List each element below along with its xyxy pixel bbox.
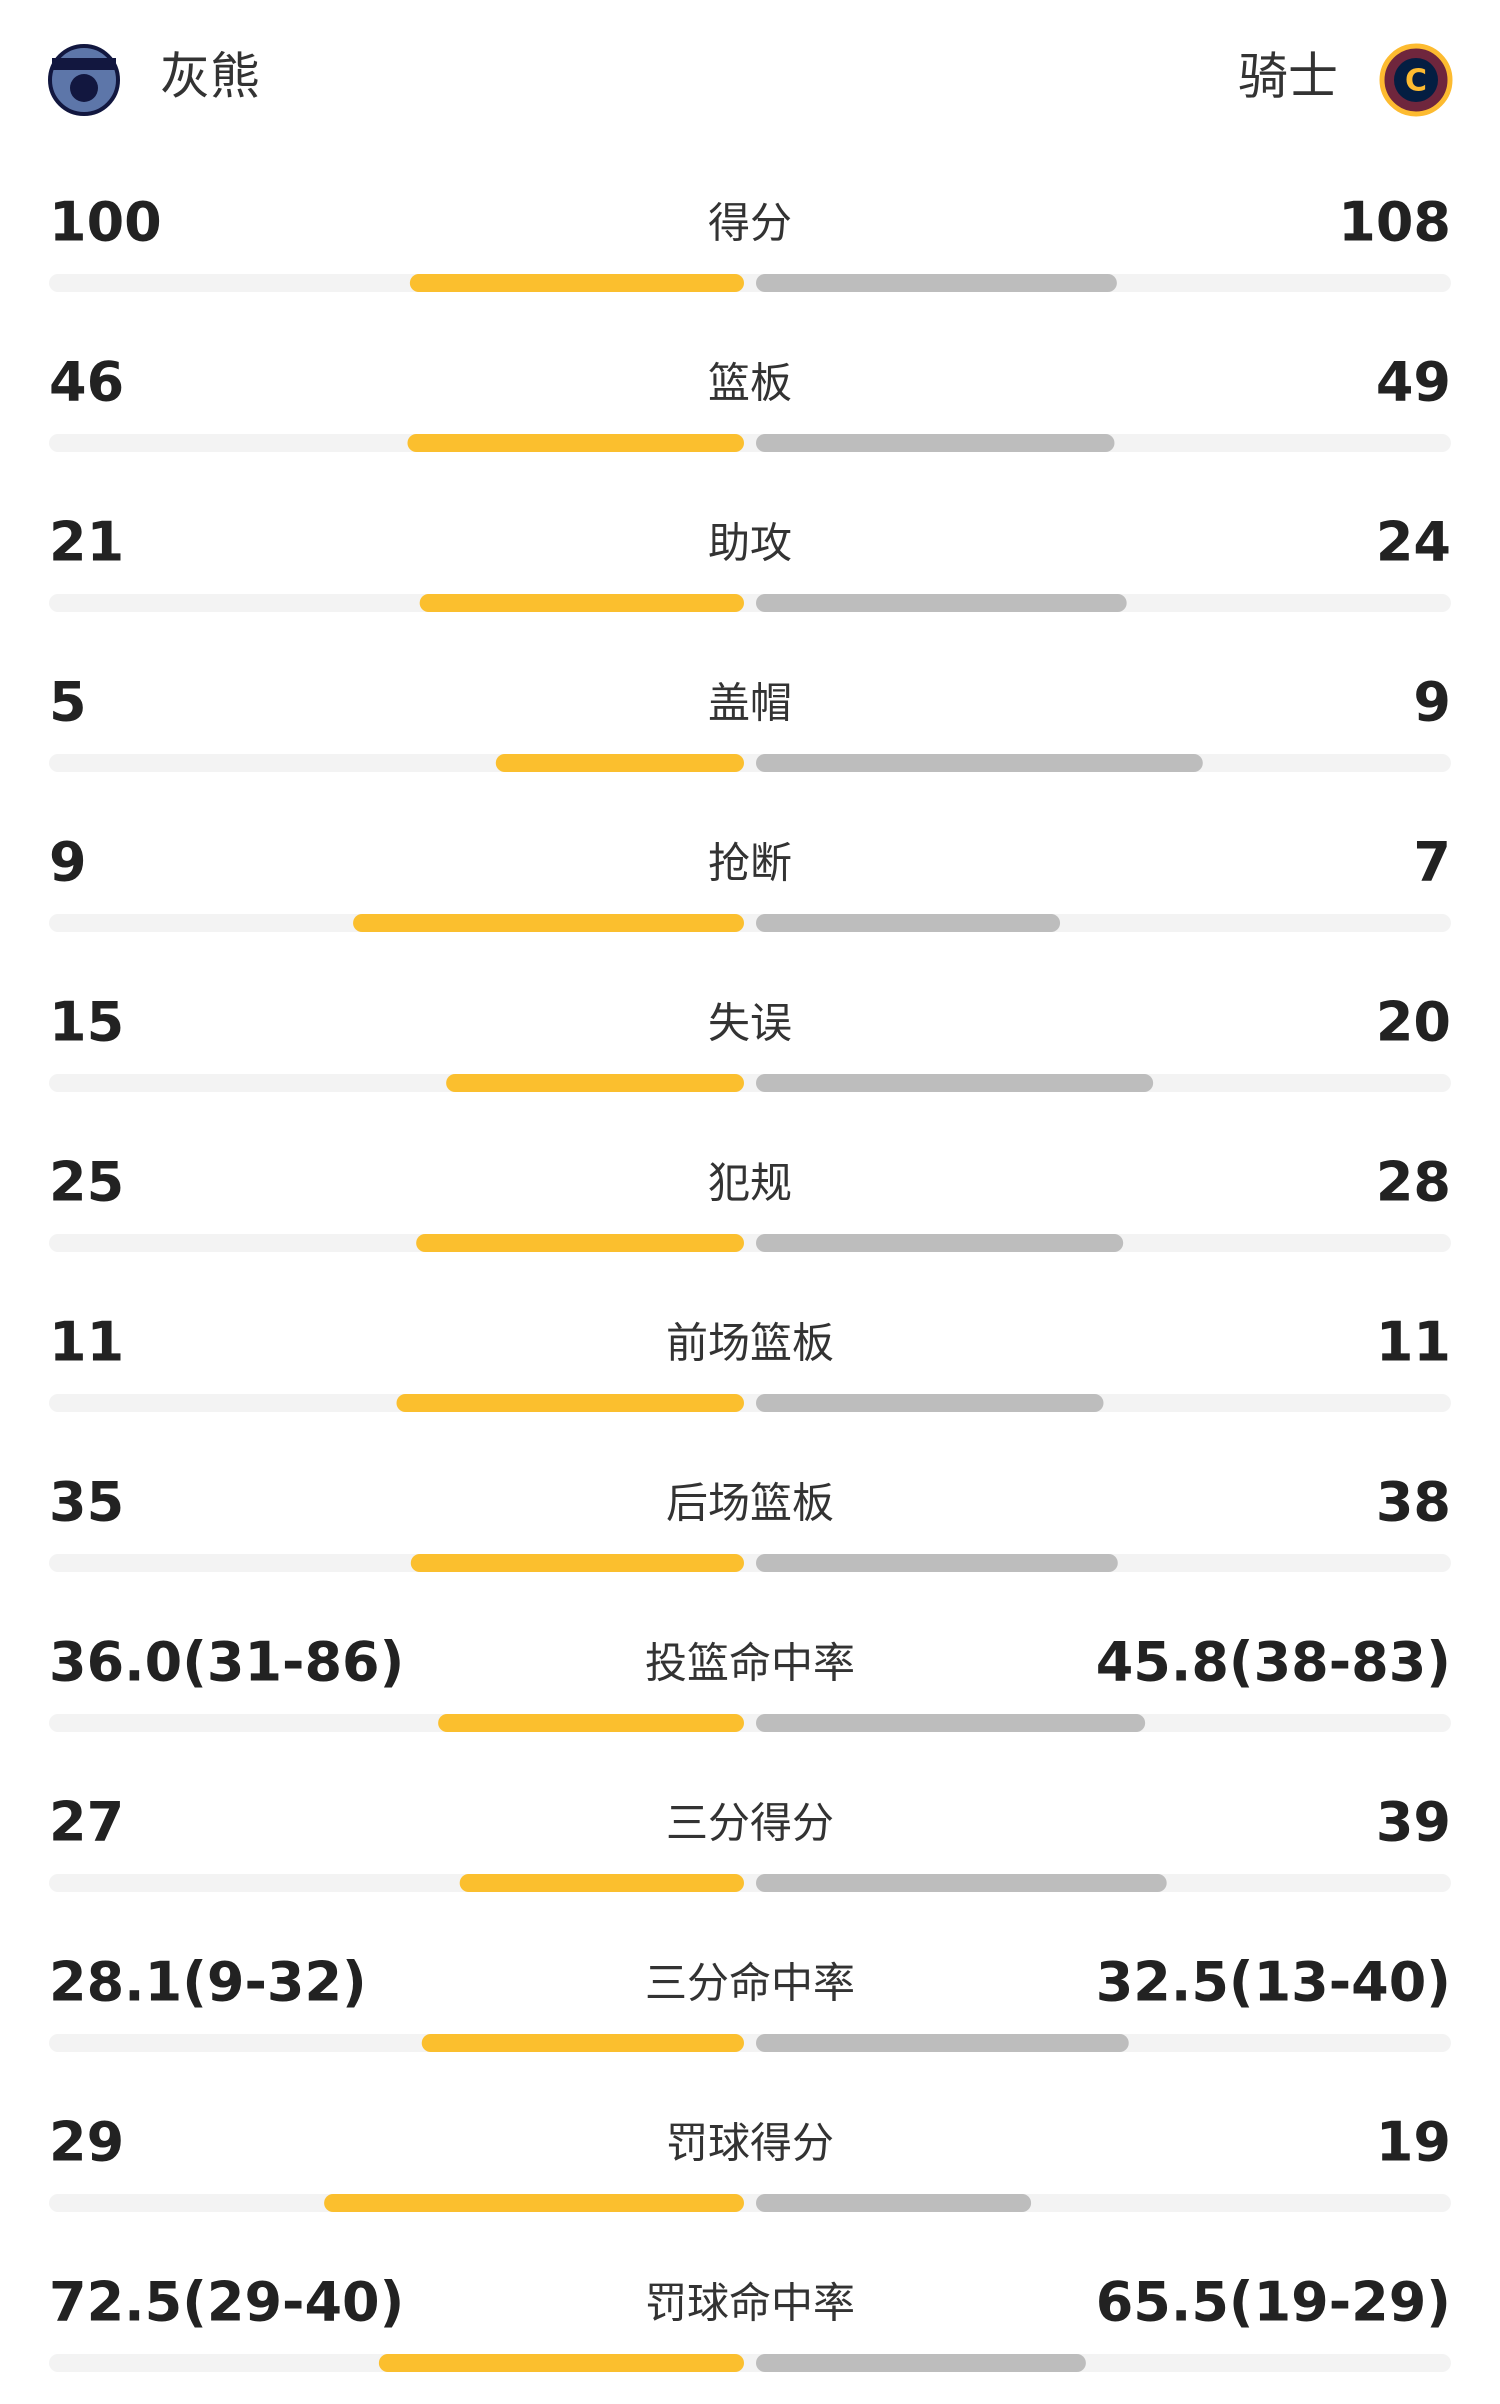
home-bar [410,1554,744,1572]
away-value: 45.8(38-83) [1096,1631,1451,1694]
home-bar [378,2354,744,2372]
stat-label: 罚球命中率 [645,2279,855,2328]
away-bar [756,2034,1129,2052]
away-bar [756,914,1061,932]
home-bar [407,434,744,452]
bar-track [49,1874,1451,1892]
home-value: 28.1(9-32) [49,1951,367,2014]
away-bar [756,754,1203,772]
away-value: 28 [1376,1151,1451,1214]
away-value: 9 [1413,671,1451,734]
home-value: 9 [49,831,87,894]
home-bar [416,1234,744,1252]
home-bar [324,2194,744,2212]
stat-label: 助攻 [708,519,792,568]
home-bar [459,1874,744,1892]
home-bar [446,1074,744,1092]
away-value: 39 [1376,1791,1451,1854]
stat-label: 前场篮板 [666,1319,834,1368]
bar-track [49,434,1451,452]
away-bar [756,1074,1154,1092]
home-value: 36.0(31-86) [49,1631,404,1694]
home-bar [421,2034,744,2052]
away-bar [756,1714,1146,1732]
away-bar [756,1234,1124,1252]
home-bar [495,754,744,772]
away-value: 19 [1376,2111,1451,2174]
bar-track [49,1554,1451,1572]
home-value: 5 [49,671,87,734]
away-bar [756,274,1117,292]
stat-label: 后场篮板 [666,1479,834,1528]
away-team: 骑士 [1238,48,1338,106]
stat-label: 盖帽 [708,679,792,728]
stat-label: 失误 [708,999,792,1048]
away-bar [756,434,1115,452]
home-bar [419,594,744,612]
away-value: 7 [1413,831,1451,894]
bar-track [49,2354,1451,2372]
home-bar [353,914,744,932]
home-value: 25 [49,1151,124,1214]
away-value: 20 [1376,991,1451,1054]
away-bar [756,594,1127,612]
home-bar [409,274,744,292]
bar-track [49,2194,1451,2212]
bar-track [49,754,1451,772]
stat-label: 三分命中率 [645,1959,855,2008]
home-bar [438,1714,744,1732]
home-value: 11 [49,1311,124,1374]
home-value: 29 [49,2111,124,2174]
away-value: 108 [1338,191,1451,254]
stat-label: 抢断 [708,839,792,888]
away-value: 38 [1376,1471,1451,1534]
home-bar [396,1394,744,1412]
away-bar [756,2194,1032,2212]
bar-track [49,594,1451,612]
stat-label: 三分得分 [666,1799,834,1848]
bar-track [49,274,1451,292]
away-bar [756,1394,1104,1412]
away-bar [756,2354,1086,2372]
svg-text:C: C [1405,64,1427,99]
home-value: 27 [49,1791,124,1854]
home-value: 21 [49,511,124,574]
away-value: 49 [1376,351,1451,414]
bar-track [49,1714,1451,1732]
away-bar [756,1874,1167,1892]
bar-track [49,1074,1451,1092]
away-value: 11 [1376,1311,1451,1374]
away-value: 65.5(19-29) [1096,2271,1451,2334]
home-logo [48,44,120,116]
stat-label: 篮板 [708,359,792,408]
home-value: 72.5(29-40) [49,2271,404,2334]
away-value: 32.5(13-40) [1096,1951,1451,2014]
home-value: 46 [49,351,124,414]
bar-track [49,1394,1451,1412]
home-value: 35 [49,1471,124,1534]
bar-track [49,2034,1451,2052]
bar-track [49,1234,1451,1252]
home-value: 100 [49,191,162,254]
stat-label: 得分 [708,199,792,248]
stat-label: 投篮命中率 [645,1639,855,1688]
away-value: 24 [1376,511,1451,574]
stat-label: 犯规 [708,1159,792,1208]
home-value: 15 [49,991,124,1054]
away-logo: C [1379,43,1453,117]
bar-track [49,914,1451,932]
stat-label: 罚球得分 [666,2119,834,2168]
away-bar [756,1554,1118,1572]
home-team: 灰熊 [160,48,260,106]
